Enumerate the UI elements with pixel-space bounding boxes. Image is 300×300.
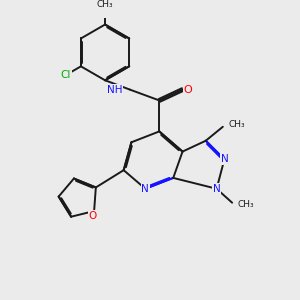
Text: NH: NH bbox=[106, 85, 122, 94]
Text: O: O bbox=[88, 211, 97, 221]
Text: CH₃: CH₃ bbox=[228, 120, 245, 129]
Text: CH₃: CH₃ bbox=[238, 200, 254, 209]
Text: N: N bbox=[220, 154, 228, 164]
Text: N: N bbox=[213, 184, 220, 194]
Text: N: N bbox=[142, 184, 149, 194]
Text: O: O bbox=[184, 85, 193, 94]
Text: CH₃: CH₃ bbox=[97, 1, 113, 10]
Text: Cl: Cl bbox=[61, 70, 71, 80]
